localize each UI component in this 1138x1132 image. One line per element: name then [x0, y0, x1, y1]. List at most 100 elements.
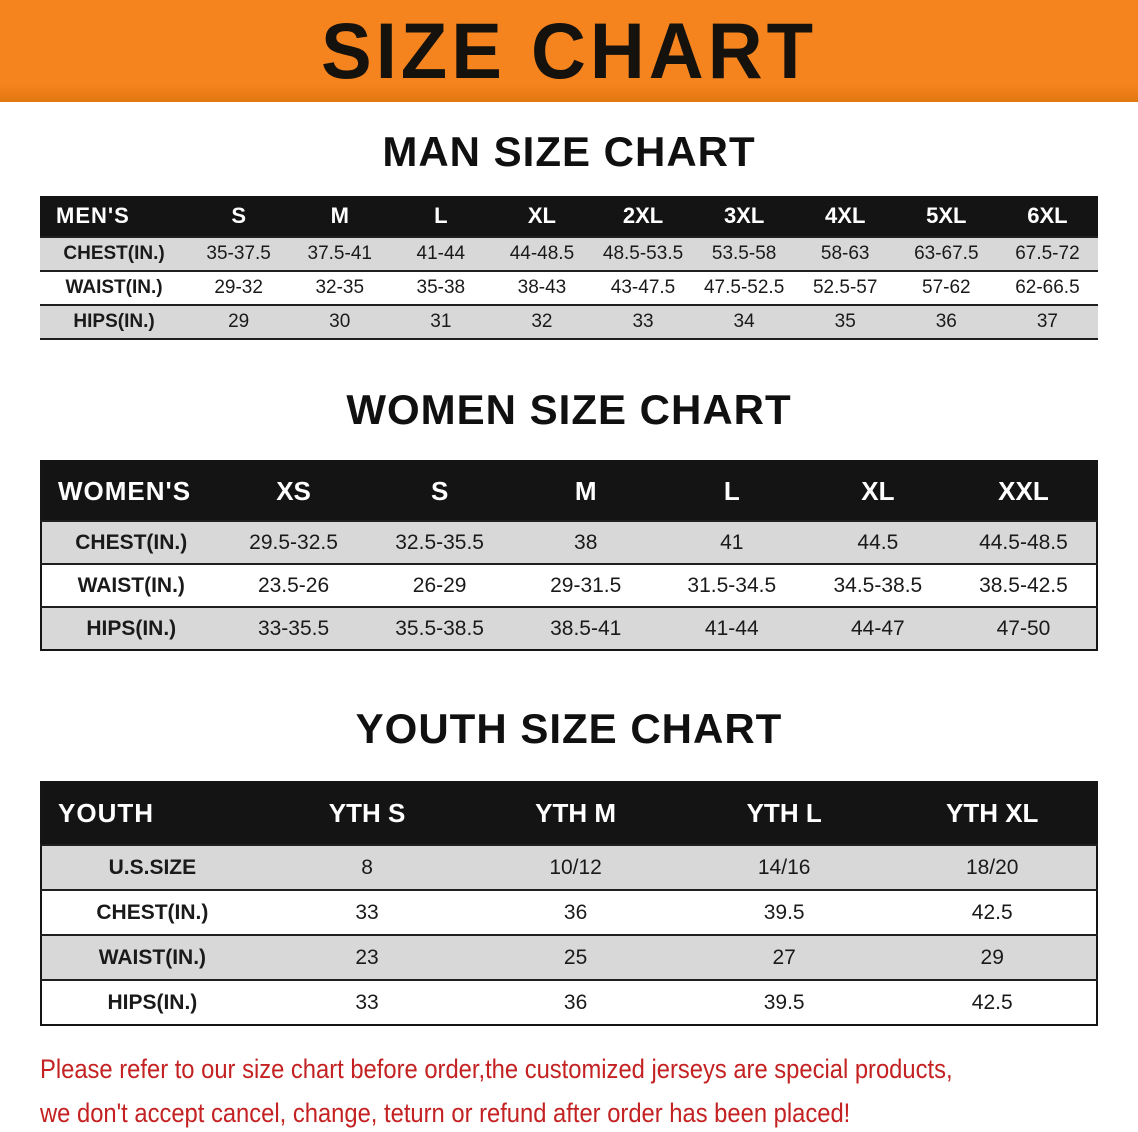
size-value-cell: 29-32 — [214, 277, 263, 298]
size-value-cell: 18/20 — [965, 855, 1019, 879]
size-value-cell: 37.5-41 — [307, 243, 372, 264]
size-value-cell: 31.5-34.5 — [687, 573, 777, 597]
size-value-cell: 47-50 — [996, 616, 1051, 640]
size-value-cell: 53.5-58 — [711, 243, 777, 264]
size-value-cell: 52.5-57 — [812, 277, 878, 298]
size-value-cell: 41-44 — [704, 616, 759, 640]
size-value-cell: 36 — [935, 311, 957, 332]
table-row: HIPS(IN.) 33-35.5 35.5-38.5 38.5-41 41-44 44-… — [41, 607, 1097, 650]
size-column-header: 4XL — [794, 196, 896, 237]
table-row: U.S.SIZE 8 10/12 14/16 18/20 — [41, 845, 1097, 890]
size-column-header: YTH L — [679, 782, 889, 845]
youth-table-head: YOUTH YTH S YTH M YTH L YTH XL — [41, 782, 1097, 845]
size-value-cell: 32.5-35.5 — [395, 530, 484, 554]
size-value-cell: 39.5 — [763, 900, 805, 924]
size-value-cell: 8 — [361, 855, 373, 879]
size-value-cell: 36 — [563, 900, 588, 924]
size-column-header: XL — [491, 196, 593, 237]
size-value-cell: 30 — [329, 311, 351, 332]
corner-header: YOUTH — [41, 782, 263, 845]
size-value-cell: 29 — [228, 311, 250, 332]
row-label: CHEST(IN.) — [63, 243, 165, 264]
size-value-cell: 38.5-42.5 — [979, 573, 1068, 597]
size-value-cell: 31 — [430, 311, 452, 332]
size-column-header: L — [390, 196, 492, 237]
size-value-cell: 35 — [834, 311, 856, 332]
size-value-cell: 29 — [980, 945, 1004, 969]
size-value-cell: 42.5 — [971, 900, 1013, 924]
youth-size-section: YOUTH SIZE CHART YOUTH YTH S YTH M YTH L YTH … — [0, 705, 1138, 1026]
women-table-body: CHEST(IN.) 29.5-32.5 32.5-35.5 38 41 44.5 44.5… — [41, 521, 1097, 650]
size-value-cell: 44-48.5 — [509, 243, 575, 264]
banner-title: SIZE CHART — [321, 6, 817, 96]
row-label: CHEST(IN.) — [75, 530, 188, 554]
size-value-cell: 35-38 — [416, 277, 466, 298]
row-label: WAIST(IN.) — [98, 945, 207, 969]
size-value-cell: 63-67.5 — [914, 243, 979, 264]
men-size-table: MEN'S S M L XL 2XL 3XL 4XL 5XL 6XL CHEST(IN.) 35-37… — [40, 196, 1098, 340]
women-section-heading: WOMEN SIZE CHART — [346, 386, 792, 433]
size-value-cell: 33 — [355, 900, 379, 924]
size-column-header: YTH XL — [888, 782, 1097, 845]
size-value-cell: 62-66.5 — [1015, 277, 1080, 298]
footer-notice: Please refer to our size chart before or… — [40, 1052, 1138, 1131]
size-column-header: XS — [220, 461, 367, 521]
header-row: YOUTH YTH S YTH M YTH L YTH XL — [41, 782, 1097, 845]
size-value-cell: 41-44 — [416, 243, 466, 264]
youth-section-heading: YOUTH SIZE CHART — [355, 705, 783, 752]
size-value-cell: 38.5-41 — [550, 616, 622, 640]
table-row: HIPS(IN.) 33 36 39.5 42.5 — [41, 980, 1097, 1025]
size-column-header: S — [188, 196, 290, 237]
size-value-cell: 29.5-32.5 — [249, 530, 338, 554]
size-value-cell: 34.5-38.5 — [833, 573, 923, 597]
size-value-cell: 14/16 — [757, 855, 811, 879]
size-value-cell: 67.5-72 — [1015, 243, 1080, 264]
size-value-cell: 32-35 — [315, 277, 365, 298]
men-section-heading: MAN SIZE CHART — [382, 128, 756, 175]
size-value-cell: 33 — [632, 311, 654, 332]
size-value-cell: 39.5 — [763, 990, 805, 1014]
size-value-cell: 23 — [355, 945, 379, 969]
size-value-cell: 43-47.5 — [610, 277, 676, 298]
size-value-cell: 44.5 — [857, 530, 899, 554]
size-value-cell: 10/12 — [549, 855, 602, 879]
size-column-header: L — [658, 461, 805, 521]
table-row: WAIST(IN.) 29-32 32-35 35-38 38-43 43-47.5 47.… — [40, 271, 1098, 305]
header-row: WOMEN'S XS S M L XL XXL — [41, 461, 1097, 521]
size-value-cell: 57-62 — [922, 277, 971, 298]
men-size-section: MAN SIZE CHART MEN'S S M L XL 2XL 3XL 4XL 5XL 6XL C… — [0, 128, 1138, 340]
size-column-header: M — [289, 196, 391, 237]
size-value-cell: 58-63 — [820, 243, 870, 264]
size-value-cell: 34 — [733, 311, 755, 332]
notice-line-2: we don't accept cancel, change, teturn o… — [40, 1097, 851, 1128]
size-column-header: 6XL — [996, 196, 1098, 237]
size-value-cell: 35.5-38.5 — [395, 616, 484, 640]
corner-header: MEN'S — [40, 196, 189, 237]
size-column-header: 3XL — [693, 196, 795, 237]
charts-container: MAN SIZE CHART MEN'S S M L XL 2XL 3XL 4XL 5XL 6XL C… — [0, 128, 1138, 1026]
row-label: HIPS(IN.) — [86, 616, 177, 640]
size-value-cell: 47.5-52.5 — [703, 277, 785, 298]
size-value-cell: 36 — [563, 990, 588, 1014]
women-size-section: WOMEN SIZE CHART WOMEN'S XS S M L XL XXL CHEST(I… — [0, 386, 1138, 651]
size-value-cell: 42.5 — [971, 990, 1013, 1014]
notice-line-1: Please refer to our size chart before or… — [40, 1054, 953, 1084]
row-label: WAIST(IN.) — [77, 573, 185, 597]
table-row: CHEST(IN.) 29.5-32.5 32.5-35.5 38 41 44.5 44.5… — [41, 521, 1097, 564]
youth-table-body: U.S.SIZE 8 10/12 14/16 18/20 CHEST(IN.) 33 36 39… — [41, 845, 1097, 1025]
size-value-cell: 48.5-53.5 — [602, 243, 684, 264]
table-row: CHEST(IN.) 33 36 39.5 42.5 — [41, 890, 1097, 935]
size-column-header: XXL — [950, 461, 1097, 521]
size-column-header: 5XL — [895, 196, 997, 237]
men-table-head: MEN'S S M L XL 2XL 3XL 4XL 5XL 6XL — [40, 196, 1098, 237]
size-value-cell: 26-29 — [412, 573, 467, 597]
size-column-header: 2XL — [592, 196, 694, 237]
size-column-header: XL — [804, 461, 951, 521]
size-value-cell: 33-35.5 — [257, 616, 330, 640]
size-value-cell: 35-37.5 — [206, 243, 271, 264]
row-label: HIPS(IN.) — [107, 990, 198, 1014]
size-column-header: YTH S — [262, 782, 472, 845]
size-value-cell: 37 — [1036, 311, 1058, 332]
size-value-cell: 25 — [563, 945, 588, 969]
